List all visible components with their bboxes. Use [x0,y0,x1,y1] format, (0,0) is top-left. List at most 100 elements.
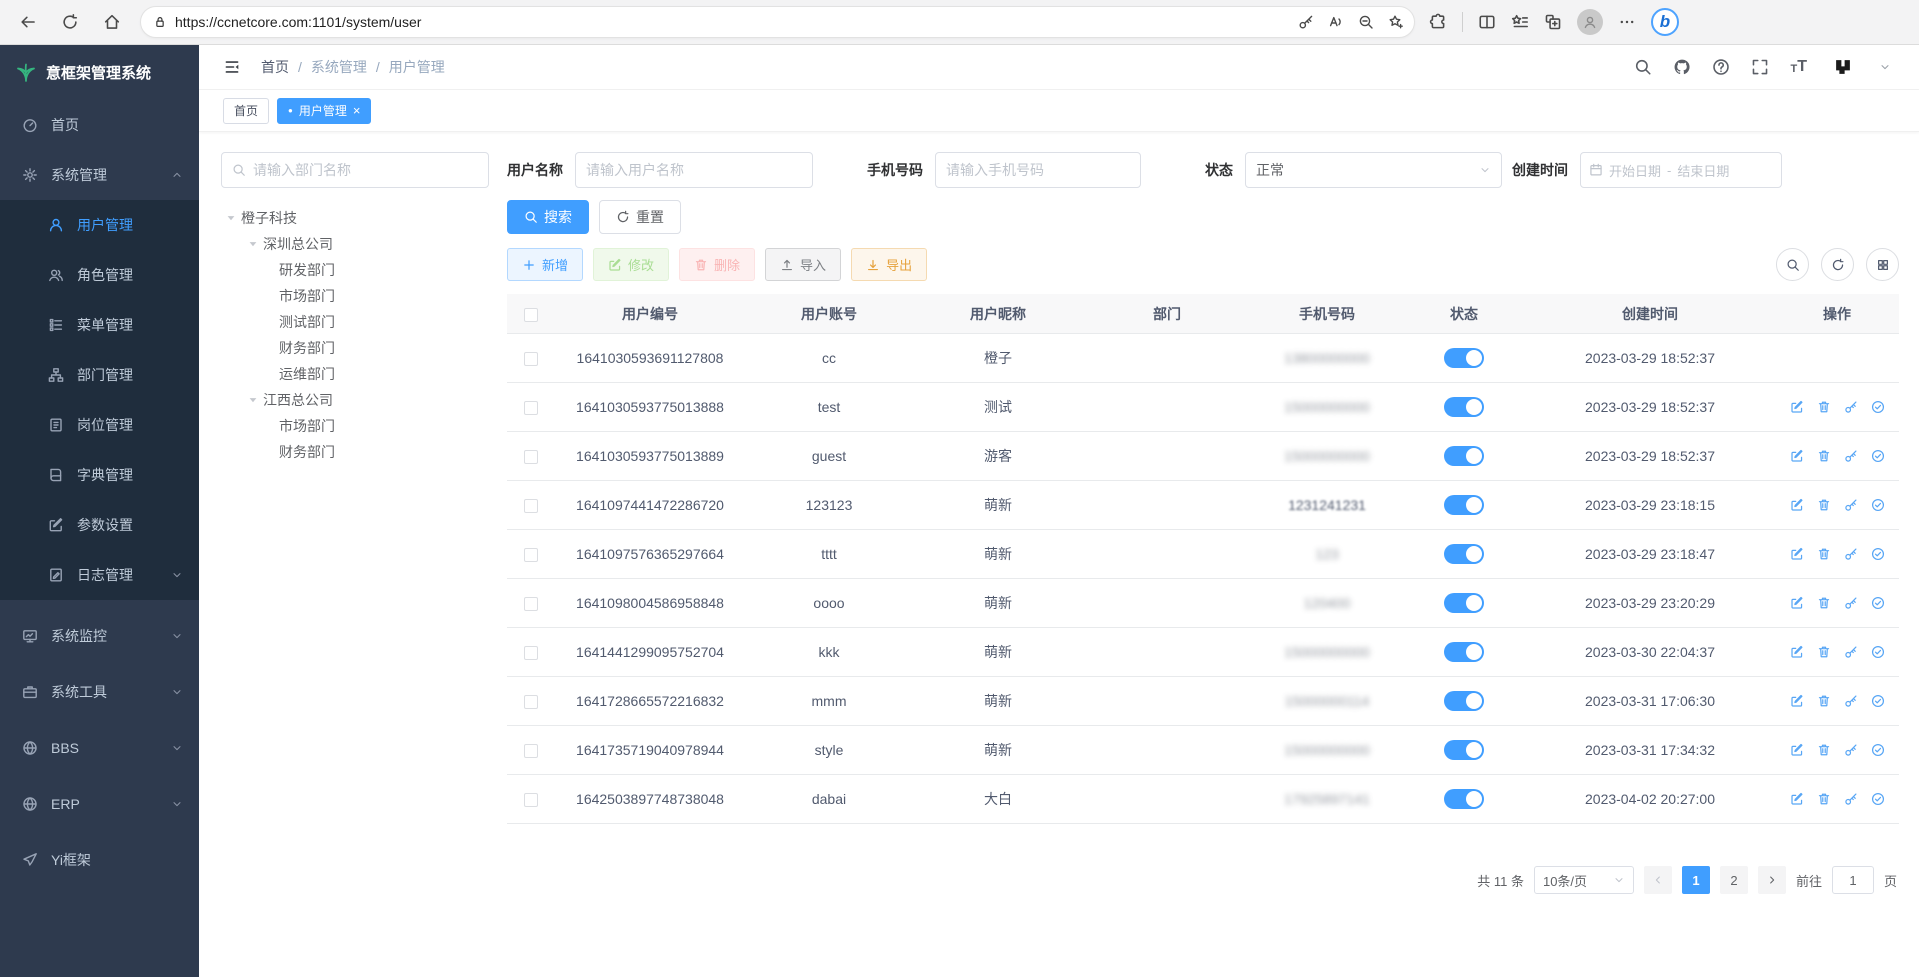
reset-password-key-icon[interactable] [1844,449,1858,463]
edit-icon[interactable] [1790,792,1804,806]
help-icon[interactable] [1712,58,1730,76]
status-toggle[interactable] [1444,691,1484,711]
status-toggle[interactable] [1444,446,1484,466]
edit-icon[interactable] [1790,547,1804,561]
close-icon[interactable]: × [352,103,361,118]
tree-node-dept[interactable]: 市场部门 [221,413,489,439]
goto-page-input[interactable] [1831,866,1874,894]
github-icon[interactable] [1673,58,1691,76]
check-circle-icon[interactable] [1871,645,1885,659]
date-end-placeholder[interactable]: 结束日期 [1677,163,1730,179]
zoom-out-icon[interactable] [1358,14,1374,30]
row-checkbox[interactable] [524,695,538,710]
sidebar-item-bbs[interactable]: BBS [0,720,199,776]
reset-password-key-icon[interactable] [1844,792,1858,806]
import-button[interactable]: 导入 [765,248,842,281]
home-icon[interactable] [98,8,126,36]
status-toggle[interactable] [1444,642,1484,662]
delete-icon[interactable] [1817,498,1831,512]
check-circle-icon[interactable] [1871,596,1885,610]
tree-node-dept[interactable]: 财务部门 [221,335,489,361]
refresh-table-button[interactable] [1821,248,1854,281]
row-checkbox[interactable] [524,352,538,367]
row-checkbox[interactable] [524,548,538,563]
tree-node-dept[interactable]: 运维部门 [221,361,489,387]
delete-icon[interactable] [1817,743,1831,757]
check-circle-icon[interactable] [1871,498,1885,512]
extensions-icon[interactable] [1429,13,1447,31]
check-circle-icon[interactable] [1871,743,1885,757]
status-select[interactable]: 正常 [1245,152,1502,188]
date-range-picker[interactable]: 开始日期 - 结束日期 [1580,152,1782,188]
column-settings-button[interactable] [1866,248,1899,281]
delete-icon[interactable] [1817,596,1831,610]
sidebar-item-log-mgmt[interactable]: 日志管理 [0,550,199,600]
next-page-button[interactable] [1757,866,1786,894]
date-start-placeholder[interactable]: 开始日期 [1609,163,1662,179]
key-icon[interactable] [1298,14,1314,30]
edit-icon[interactable] [1790,400,1804,414]
tree-node-company[interactable]: 江西总公司 [221,387,489,413]
sidebar-item-post-mgmt[interactable]: 岗位管理 [0,400,199,450]
tree-node-dept[interactable]: 财务部门 [221,439,489,465]
sidebar-item-home[interactable]: 首页 [0,100,199,150]
sidebar-item-menu-mgmt[interactable]: 菜单管理 [0,300,199,350]
status-toggle[interactable] [1444,740,1484,760]
row-checkbox[interactable] [524,744,538,759]
read-aloud-icon[interactable] [1328,14,1344,30]
status-toggle[interactable] [1444,348,1484,368]
status-toggle[interactable] [1444,544,1484,564]
status-toggle[interactable] [1444,397,1484,417]
delete-icon[interactable] [1817,400,1831,414]
edit-icon[interactable] [1790,645,1804,659]
tab-user-mgmt[interactable]: ● 用户管理 × [277,97,372,124]
tree-node-dept[interactable]: 研发部门 [221,257,489,283]
tab-home[interactable]: 首页 [223,97,270,124]
caret-down-icon[interactable] [225,212,237,224]
copilot-icon[interactable] [1651,8,1679,36]
reset-password-key-icon[interactable] [1844,645,1858,659]
reset-password-key-icon[interactable] [1844,400,1858,414]
reset-password-key-icon[interactable] [1844,743,1858,757]
check-circle-icon[interactable] [1871,400,1885,414]
status-toggle[interactable] [1444,789,1484,809]
reset-password-key-icon[interactable] [1844,547,1858,561]
select-all-checkbox[interactable] [524,307,538,322]
back-icon[interactable] [14,8,42,36]
search-button[interactable]: 搜索 [507,200,589,234]
favorite-add-icon[interactable] [1388,14,1404,30]
chevron-down-icon[interactable] [1879,61,1891,73]
collection-add-icon[interactable] [1544,13,1562,31]
tree-node-dept[interactable]: 市场部门 [221,283,489,309]
edit-icon[interactable] [1790,694,1804,708]
edit-icon[interactable] [1790,596,1804,610]
row-checkbox[interactable] [524,450,538,465]
status-toggle[interactable] [1444,593,1484,613]
check-circle-icon[interactable] [1871,547,1885,561]
phone-input[interactable] [946,162,1130,178]
address-bar[interactable]: https://ccnetcore.com:1101/system/user [140,6,1415,38]
dept-search-input[interactable] [253,162,478,178]
delete-icon[interactable] [1817,645,1831,659]
sidebar-item-dict-mgmt[interactable]: 字典管理 [0,450,199,500]
page-button-1[interactable]: 1 [1681,866,1710,894]
tree-node-dept[interactable]: 测试部门 [221,309,489,335]
sidebar-item-role-mgmt[interactable]: 角色管理 [0,250,199,300]
sidebar-item-monitor[interactable]: 系统监控 [0,608,199,664]
delete-icon[interactable] [1817,694,1831,708]
reset-password-key-icon[interactable] [1844,596,1858,610]
row-checkbox[interactable] [524,597,538,612]
prev-page-button[interactable] [1643,866,1672,894]
avatar[interactable] [1828,52,1858,82]
page-button-2[interactable]: 2 [1719,866,1748,894]
sidebar-item-param-settings[interactable]: 参数设置 [0,500,199,550]
more-icon[interactable] [1618,13,1636,31]
caret-down-icon[interactable] [247,394,259,406]
row-checkbox[interactable] [524,793,538,808]
search-icon[interactable] [1634,58,1652,76]
tree-node-root[interactable]: 橙子科技 [221,205,489,231]
reset-button[interactable]: 重置 [599,200,681,234]
edit-button[interactable]: 修改 [593,248,670,281]
row-checkbox[interactable] [524,646,538,661]
sidebar-item-tools[interactable]: 系统工具 [0,664,199,720]
